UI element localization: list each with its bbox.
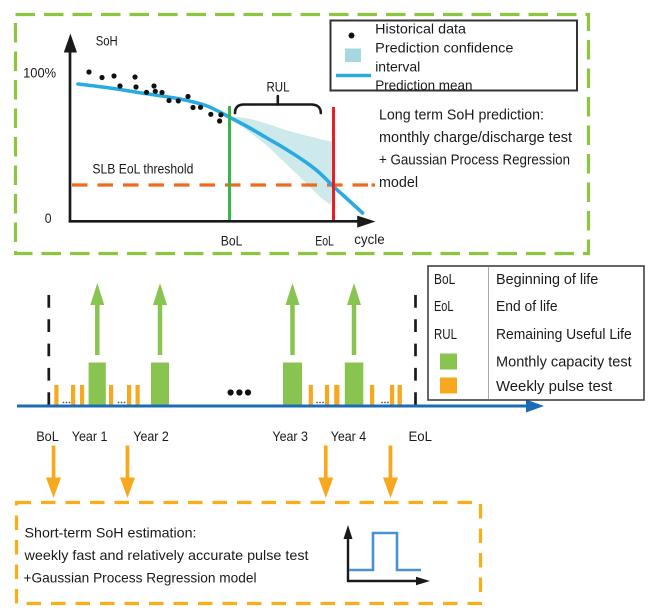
svg-text:interval: interval	[375, 59, 420, 75]
svg-text:EoL: EoL	[409, 428, 433, 444]
svg-text:Year 1: Year 1	[72, 428, 108, 444]
svg-text:Remaining Useful Life: Remaining Useful Life	[496, 326, 632, 343]
svg-text:0: 0	[45, 210, 52, 226]
svg-text:Short-term SoH estimation:: Short-term SoH estimation:	[25, 525, 197, 541]
svg-text:Weekly pulse test: Weekly pulse test	[496, 378, 613, 395]
svg-text:weekly fast and relatively acc: weekly fast and relatively accurate puls…	[23, 547, 308, 563]
svg-text:cycle: cycle	[354, 231, 385, 247]
svg-text:Prediction mean: Prediction mean	[375, 77, 472, 93]
svg-text:100%: 100%	[23, 64, 56, 80]
svg-text:monthly charge/discharge test: monthly charge/discharge test	[379, 129, 573, 146]
svg-text:+Gaussian Process Regression m: +Gaussian Process Regression model	[24, 570, 257, 586]
svg-text:Year 2: Year 2	[133, 428, 169, 444]
svg-text:EoL: EoL	[315, 233, 334, 249]
svg-text:RUL: RUL	[434, 326, 457, 343]
svg-text:Year 3: Year 3	[272, 428, 308, 444]
svg-text:SoH: SoH	[96, 33, 118, 49]
svg-text:Historical data: Historical data	[375, 21, 466, 37]
svg-text:Beginning of life: Beginning of life	[496, 271, 598, 288]
svg-text:+ Gaussian Process Regression: + Gaussian Process Regression	[379, 152, 570, 169]
svg-text:BoL: BoL	[434, 271, 455, 288]
svg-text:Long term SoH prediction:: Long term SoH prediction:	[379, 107, 544, 124]
svg-text:SLB EoL threshold: SLB EoL threshold	[92, 161, 193, 177]
svg-text:RUL: RUL	[267, 78, 290, 94]
svg-text:EoL: EoL	[434, 298, 454, 315]
svg-text:BoL: BoL	[221, 233, 243, 249]
svg-text:BoL: BoL	[36, 428, 59, 444]
svg-text:Year 4: Year 4	[331, 428, 367, 444]
svg-text:Prediction confidence: Prediction confidence	[375, 40, 513, 56]
svg-text:Monthly capacity test: Monthly capacity test	[496, 354, 633, 371]
svg-text:model: model	[379, 174, 418, 191]
svg-text:End of life: End of life	[496, 298, 558, 315]
